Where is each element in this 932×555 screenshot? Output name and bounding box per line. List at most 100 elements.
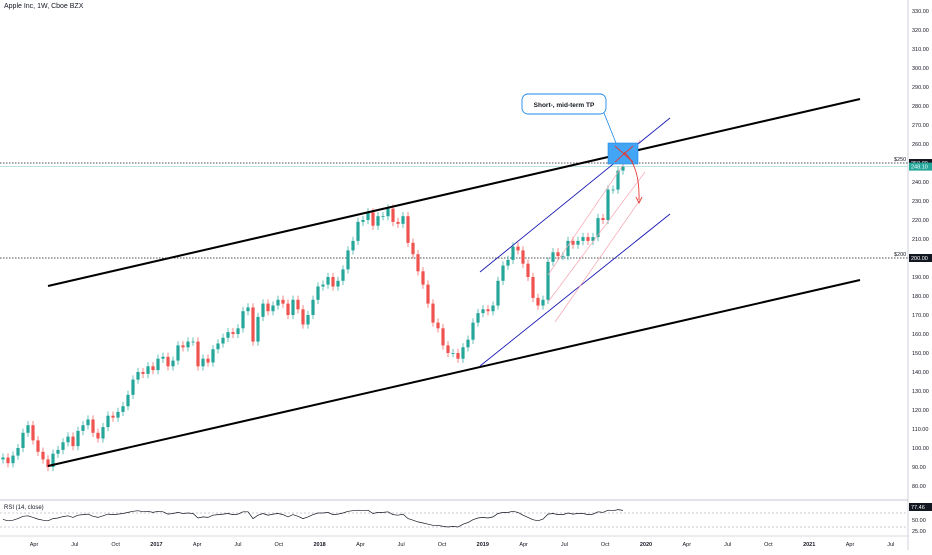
candle-body <box>66 436 70 443</box>
candle-body <box>141 372 145 374</box>
time-tick-label: Jul <box>724 542 731 548</box>
mini-channel-lower <box>554 199 641 323</box>
time-tick-label: Jul <box>234 542 241 548</box>
price-tick-label: 300.00 <box>912 66 929 72</box>
rsi-value-bg <box>909 503 932 511</box>
candle-body <box>386 208 390 217</box>
candle-body <box>446 345 450 353</box>
candles <box>1 162 625 472</box>
candle-body <box>81 425 85 431</box>
candle-body <box>551 252 555 262</box>
candle-body <box>331 277 335 287</box>
rsi-tick-label: 25.00 <box>912 529 926 535</box>
candle-body <box>306 315 310 325</box>
price-tick-label: 110.00 <box>912 427 928 433</box>
candle-body <box>561 256 565 257</box>
candle-body <box>266 303 270 312</box>
candle-body <box>41 451 45 460</box>
candle-body <box>366 212 370 220</box>
candle-body <box>616 170 620 190</box>
candle-body <box>231 332 235 334</box>
mini-channel-middle <box>547 171 646 303</box>
rsi-line <box>2 509 624 528</box>
candle-body <box>96 432 100 439</box>
time-tick-label: Apr <box>519 542 528 548</box>
candle-body <box>281 299 285 304</box>
candle-body <box>111 415 115 418</box>
reversal-arrowhead <box>635 196 643 205</box>
time-tick-label: Jul <box>398 542 405 548</box>
rsi-pane: 50.00 25.00 77.46 <box>0 499 932 535</box>
candle-body <box>396 221 400 224</box>
price-tick-label: 220.00 <box>912 218 929 224</box>
candle-body <box>611 189 615 191</box>
target-cross-b <box>614 145 634 163</box>
candle-body <box>316 286 320 300</box>
candle-body <box>591 237 595 241</box>
callout-box <box>521 93 607 115</box>
candle-body <box>161 356 165 359</box>
candle-body <box>226 332 230 338</box>
price-tick-label: 150.00 <box>912 351 929 357</box>
candle-body <box>541 299 545 306</box>
candle-body <box>606 189 610 220</box>
candle-body <box>426 284 430 304</box>
candle-body <box>336 280 340 287</box>
candle-body <box>566 240 570 257</box>
time-tick-label: Apr <box>30 542 39 548</box>
candle-body <box>471 322 475 340</box>
time-tick-label: 2021 <box>803 542 815 548</box>
candle-body <box>51 453 55 467</box>
candle-body <box>321 284 325 287</box>
price-label-value: 200.00 <box>911 256 928 262</box>
candle-body <box>16 448 20 456</box>
candle-body <box>571 240 575 245</box>
time-tick-label: Oct <box>601 542 610 548</box>
candle-body <box>421 271 425 285</box>
candle-body <box>301 309 305 325</box>
time-tick-label: Apr <box>683 542 692 548</box>
price-level-tag: $200 <box>894 252 906 258</box>
candle-body <box>156 358 160 371</box>
candle-body <box>31 425 35 441</box>
price-tick-label: 210.00 <box>912 237 929 243</box>
candle-body <box>536 297 540 306</box>
candle-body <box>381 216 385 217</box>
candle-body <box>506 259 510 266</box>
candle-body <box>516 246 520 251</box>
candle-body <box>486 309 490 312</box>
candle-body <box>166 356 170 367</box>
price-tick-label: 180.00 <box>912 294 929 300</box>
candle-body <box>261 303 265 317</box>
price-tick-label: 230.00 <box>912 199 929 205</box>
price-tick-label: 80.00 <box>912 484 926 490</box>
candle-body <box>6 457 10 464</box>
candle-body <box>76 430 80 447</box>
inner-channel-upper <box>479 117 671 273</box>
chart-title: Apple Inc, 1W, Cboe BZX <box>4 3 84 10</box>
price-tick-label: 130.00 <box>912 389 929 395</box>
price-tick-label: 90.00 <box>912 465 926 471</box>
candle-body <box>11 455 15 464</box>
candle-body <box>431 303 435 323</box>
candle-body <box>511 246 515 260</box>
candle-body <box>416 254 420 272</box>
candle-body <box>451 353 455 354</box>
price-label-bg <box>909 162 932 171</box>
candle-body <box>106 415 110 428</box>
rsi-title: RSI (14, close) <box>4 505 44 511</box>
price-tick-label: 160.00 <box>912 332 929 338</box>
candle-body <box>341 269 345 281</box>
channel-lower-line <box>47 279 861 467</box>
time-tick-label: 2020 <box>640 542 652 548</box>
time-tick-label: Apr <box>356 542 365 548</box>
candle-body <box>56 449 60 454</box>
price-label-value: 248.10 <box>911 165 928 171</box>
time-tick-label: 2017 <box>150 542 162 548</box>
candle-body <box>351 240 355 251</box>
grid: $250 $200 <box>0 157 908 259</box>
candle-body <box>291 299 295 315</box>
time-tick-label: Jul <box>561 542 568 548</box>
